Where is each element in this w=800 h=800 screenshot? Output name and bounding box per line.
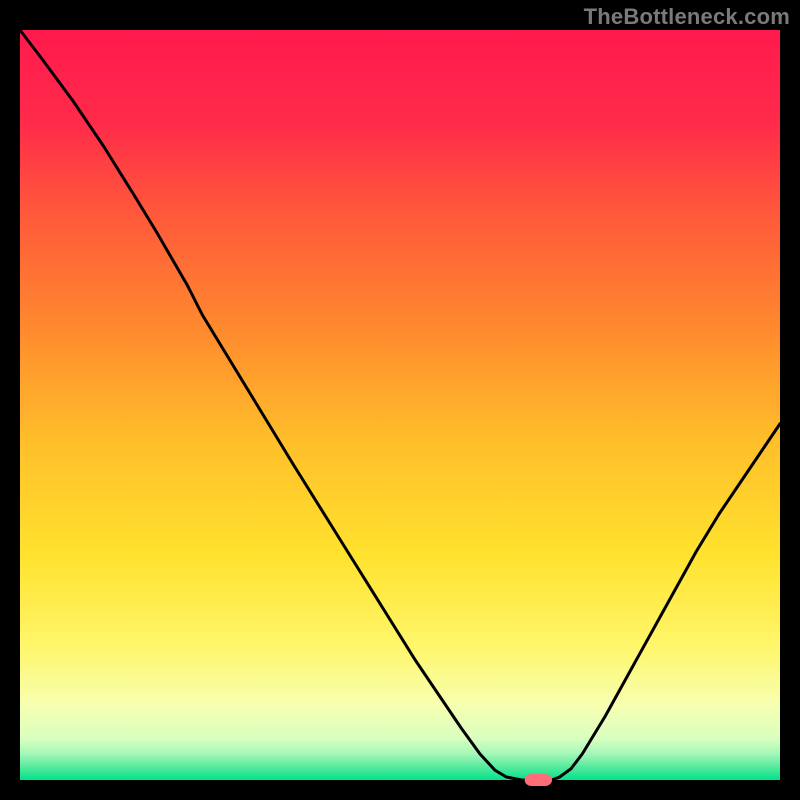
chart-container: TheBottleneck.com [0, 0, 800, 800]
watermark-text: TheBottleneck.com [584, 4, 790, 30]
plot-area [20, 30, 780, 780]
optimal-point-marker [525, 774, 552, 786]
bottleneck-chart [0, 0, 800, 800]
